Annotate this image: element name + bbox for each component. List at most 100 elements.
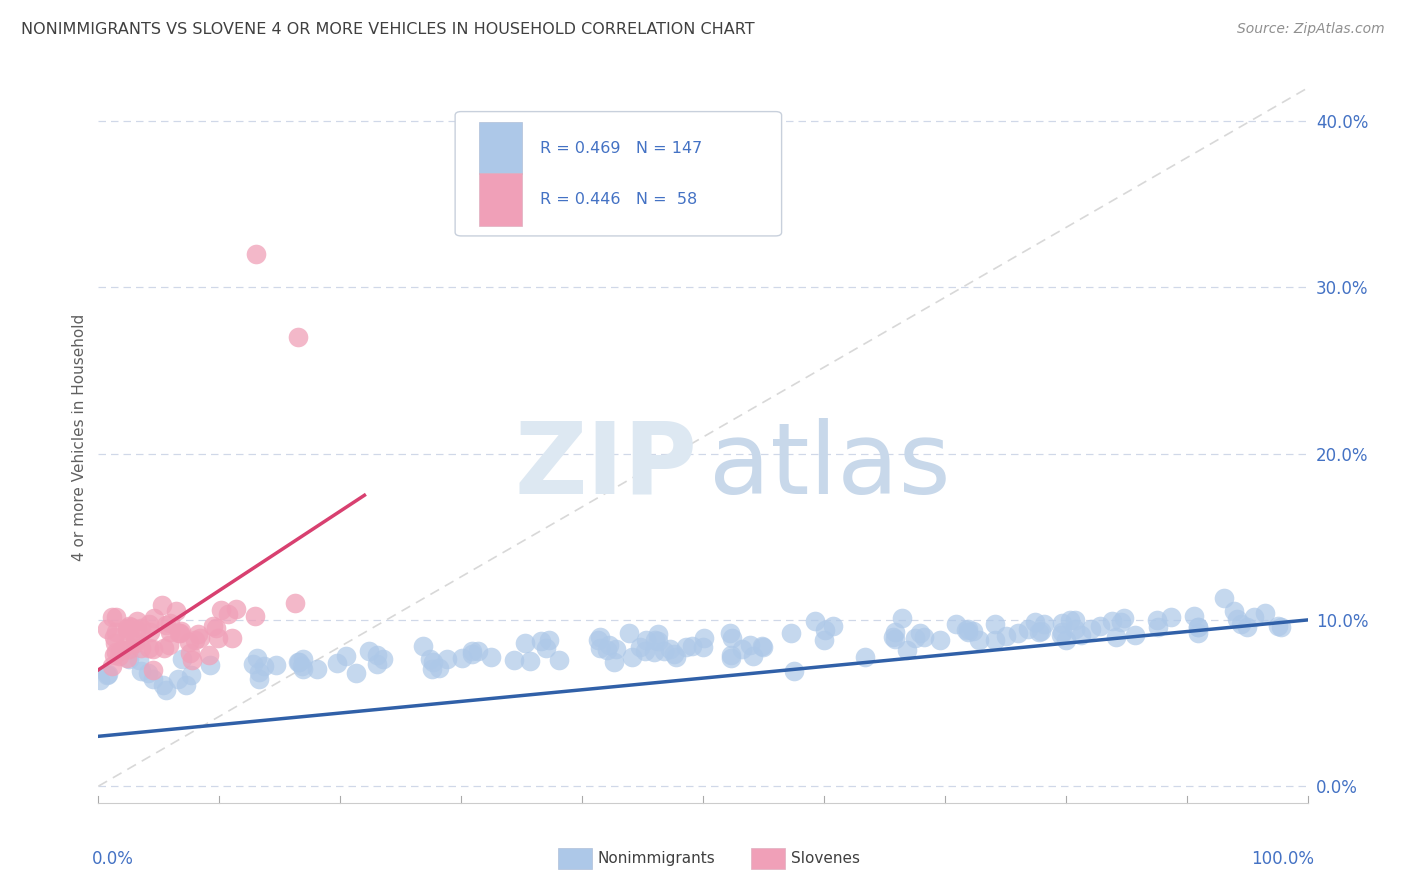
Point [243,609,266,624]
Point [179,646,201,660]
Point [884,632,907,646]
Point [1059,613,1081,627]
Point [96,668,118,682]
Point [984,616,1007,631]
Text: R = 0.469   N = 147: R = 0.469 N = 147 [540,141,702,155]
Y-axis label: 4 or more Vehicles in Household: 4 or more Vehicles in Household [72,313,87,561]
Point [188,631,211,645]
Point [467,644,489,658]
Point [138,641,160,656]
Point [912,630,935,644]
Point [652,643,675,657]
Text: ZIP: ZIP [515,417,697,515]
Point [605,642,627,657]
Point [141,641,163,656]
Point [170,624,193,638]
Point [242,657,264,671]
Point [292,662,315,676]
Point [159,624,181,639]
Point [450,650,472,665]
Point [1050,628,1073,642]
Point [1160,610,1182,624]
Point [742,648,765,663]
Point [1064,623,1087,637]
Point [855,650,877,665]
Point [221,631,243,645]
Point [658,641,681,656]
Point [420,661,443,675]
Point [647,633,669,648]
Point [1070,628,1092,642]
Point [1054,632,1077,647]
Point [225,601,247,615]
Point [692,640,714,655]
Point [326,656,349,670]
Point [143,610,166,624]
Point [125,614,148,628]
Point [1031,624,1053,638]
Point [142,663,165,677]
Point [1243,610,1265,624]
Point [305,662,328,676]
Point [141,672,163,686]
Point [117,621,139,635]
Point [1017,622,1039,636]
Point [1088,619,1111,633]
Point [104,645,127,659]
Point [548,653,571,667]
Point [738,638,761,652]
Point [198,658,221,673]
Point [167,625,190,640]
Point [621,649,644,664]
Point [172,652,194,666]
Point [419,652,441,666]
Point [115,623,138,637]
Point [1105,630,1128,644]
Point [634,633,657,648]
Point [436,652,458,666]
Point [1146,613,1168,627]
Point [371,651,394,665]
Point [180,667,202,681]
Point [138,617,160,632]
Point [675,640,697,655]
Point [813,623,835,637]
Point [165,604,187,618]
FancyBboxPatch shape [456,112,782,235]
Point [903,631,925,645]
Point [89,673,111,687]
Point [718,625,741,640]
Point [962,624,984,638]
Point [957,625,980,640]
Point [1007,626,1029,640]
Point [957,622,980,636]
Point [1050,616,1073,631]
Point [1187,625,1209,640]
Point [131,664,153,678]
Point [891,611,914,625]
Point [1230,616,1253,631]
Point [662,647,685,661]
Point [155,683,177,698]
Point [804,614,827,628]
Point [823,618,845,632]
Point [1147,619,1170,633]
Point [266,658,288,673]
Point [1187,620,1209,634]
Point [643,645,665,659]
Point [929,632,952,647]
Point [1028,625,1050,640]
Text: 0.0%: 0.0% [93,850,134,868]
Point [335,648,357,663]
Bar [479,121,522,174]
Point [1254,606,1277,620]
Point [101,658,124,673]
Point [167,672,190,686]
Point [287,655,309,669]
Point [187,627,209,641]
Point [359,643,381,657]
Point [967,632,990,647]
Point [665,650,688,665]
Point [779,626,801,640]
Point [205,621,228,635]
